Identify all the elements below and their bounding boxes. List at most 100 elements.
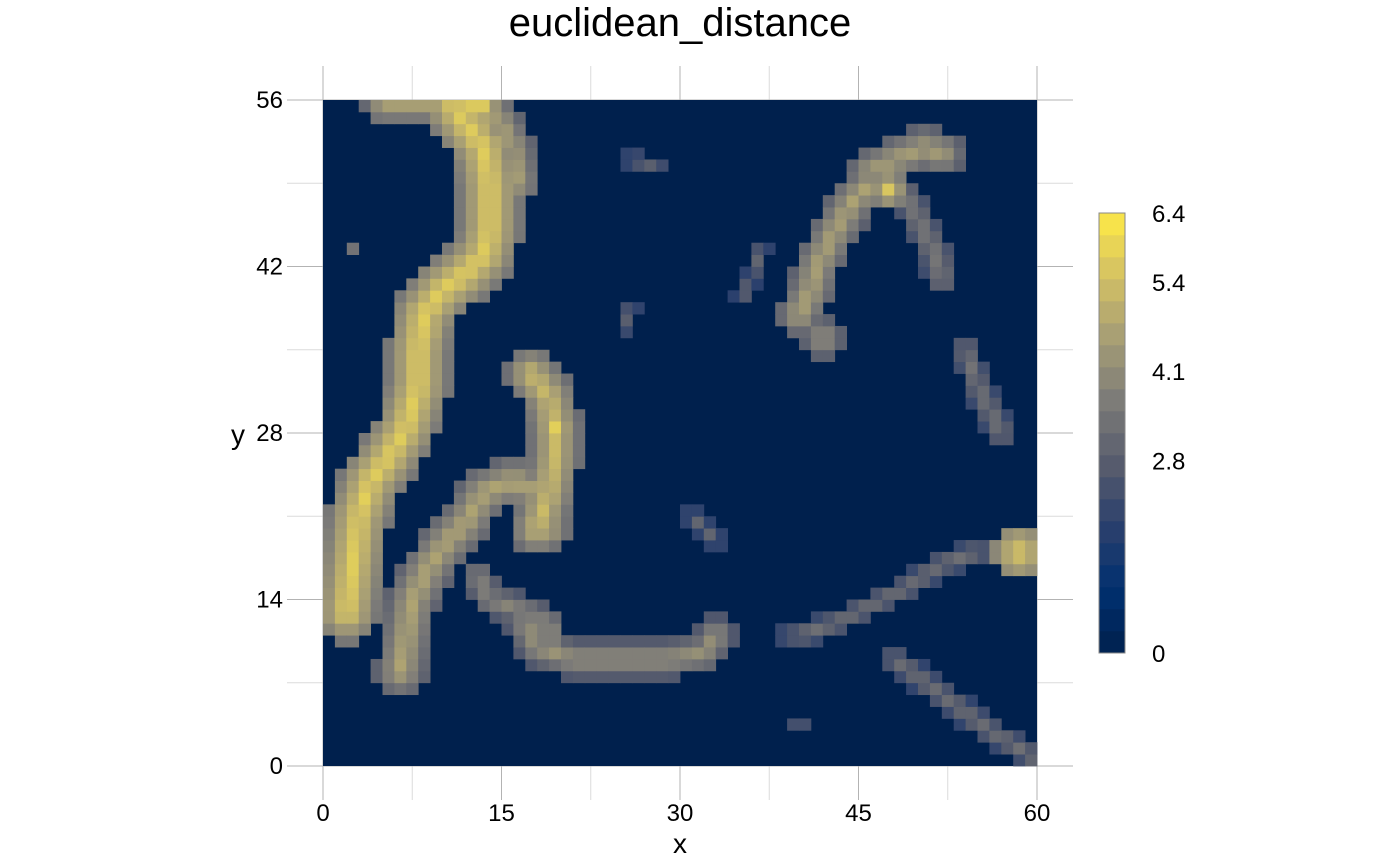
legend-color-band xyxy=(1099,587,1125,610)
heatmap-cell xyxy=(525,647,538,660)
heatmap-cell xyxy=(513,611,526,624)
heatmap-cell xyxy=(513,516,526,529)
heatmap-cell xyxy=(334,480,348,493)
heatmap-cell xyxy=(430,337,443,351)
heatmap-cell xyxy=(442,540,455,553)
heatmap-cell xyxy=(918,563,931,577)
heatmap-cell xyxy=(501,456,514,470)
heatmap-cell xyxy=(965,397,978,410)
heatmap-cell xyxy=(453,504,467,517)
legend-color-band xyxy=(1099,235,1125,258)
heatmap-cell xyxy=(394,468,407,481)
heatmap-cell xyxy=(394,611,407,624)
heatmap-cell xyxy=(703,647,717,660)
heatmap-cell xyxy=(906,587,919,600)
heatmap-cell xyxy=(715,623,728,636)
legend-color-band xyxy=(1099,631,1125,654)
heatmap-cell xyxy=(465,587,479,600)
heatmap-cell xyxy=(513,540,526,553)
heatmap-cell xyxy=(680,658,693,672)
heatmap-cell xyxy=(691,504,705,517)
heatmap-cell xyxy=(858,183,871,196)
heatmap-cell xyxy=(537,385,550,398)
heatmap-cell xyxy=(370,599,383,612)
heatmap-cell xyxy=(370,100,383,113)
heatmap-cell xyxy=(561,647,574,660)
heatmap-cell xyxy=(846,230,859,244)
heatmap-cell xyxy=(549,409,562,422)
heatmap-cell xyxy=(787,623,800,636)
heatmap-cell xyxy=(406,433,419,446)
heatmap-cell xyxy=(406,456,419,470)
heatmap-cell xyxy=(465,290,479,303)
heatmap-cell xyxy=(965,385,978,398)
heatmap-cell xyxy=(334,492,348,505)
heatmap-cell xyxy=(358,504,371,517)
heatmap-cell xyxy=(1013,742,1026,755)
heatmap-cell xyxy=(477,575,490,588)
heatmap-cell xyxy=(477,207,490,220)
heatmap-cell xyxy=(918,682,931,696)
heatmap-cell xyxy=(858,147,871,160)
x-tick-label: 30 xyxy=(667,800,694,827)
heatmap-cell xyxy=(929,551,943,565)
heatmap-cell xyxy=(549,611,562,624)
legend-color-band xyxy=(1099,609,1125,632)
heatmap-cell xyxy=(668,647,681,660)
heatmap-cell xyxy=(358,528,371,541)
heatmap-cell xyxy=(918,207,931,220)
heatmap-cell xyxy=(418,611,431,624)
heatmap-cell xyxy=(382,599,395,612)
heatmap-cell xyxy=(572,647,586,660)
heatmap-cell xyxy=(477,242,490,255)
heatmap-cell xyxy=(918,230,931,244)
heatmap-cell xyxy=(918,159,931,172)
heatmap-cell xyxy=(453,230,467,244)
heatmap-cell xyxy=(787,314,800,327)
heatmap-cell xyxy=(525,516,538,529)
heatmap-cell xyxy=(418,587,431,600)
legend-color-band xyxy=(1099,301,1125,324)
heatmap-cell xyxy=(442,325,455,339)
heatmap-cell xyxy=(549,397,562,410)
heatmap-cell xyxy=(358,563,371,577)
heatmap-cell xyxy=(418,385,431,398)
heatmap-cell xyxy=(453,266,467,279)
heatmap-cell xyxy=(442,135,455,148)
heatmap-cell xyxy=(561,658,574,672)
heatmap-cell xyxy=(453,302,467,315)
heatmap-cell xyxy=(430,409,443,422)
heatmap-cell xyxy=(323,575,336,588)
heatmap-cell xyxy=(513,528,526,541)
heatmap-cell xyxy=(537,349,550,363)
heatmap-cell xyxy=(370,111,383,125)
heatmap-cell xyxy=(418,658,431,672)
heatmap-cell xyxy=(787,302,800,315)
heatmap-cell xyxy=(418,100,431,113)
heatmap-cell xyxy=(358,456,371,470)
heatmap-cell xyxy=(810,337,824,351)
heatmap-cell xyxy=(644,647,657,660)
heatmap-cell xyxy=(989,409,1002,422)
legend-color-band xyxy=(1099,213,1125,236)
heatmap-cell xyxy=(977,397,990,410)
heatmap-cell xyxy=(1025,563,1038,577)
heatmap-cell xyxy=(513,159,526,172)
heatmap-cell xyxy=(525,397,538,410)
heatmap-cell xyxy=(537,480,550,493)
heatmap-cell xyxy=(1001,540,1014,553)
heatmap-cell xyxy=(561,468,574,481)
heatmap-cell xyxy=(525,433,538,446)
heatmap-cell xyxy=(489,147,502,160)
heatmap-cell xyxy=(489,171,502,184)
heatmap-cell xyxy=(513,147,526,160)
heatmap-cell xyxy=(406,623,419,636)
heatmap-cell xyxy=(703,611,717,624)
heatmap-cell xyxy=(918,254,931,267)
heatmap-cell xyxy=(620,159,633,172)
heatmap-cell xyxy=(453,171,467,184)
heatmap-cell xyxy=(549,504,562,517)
heatmap-cell xyxy=(358,492,371,505)
heatmap-cell xyxy=(406,337,419,351)
heatmap-cell xyxy=(513,385,526,398)
